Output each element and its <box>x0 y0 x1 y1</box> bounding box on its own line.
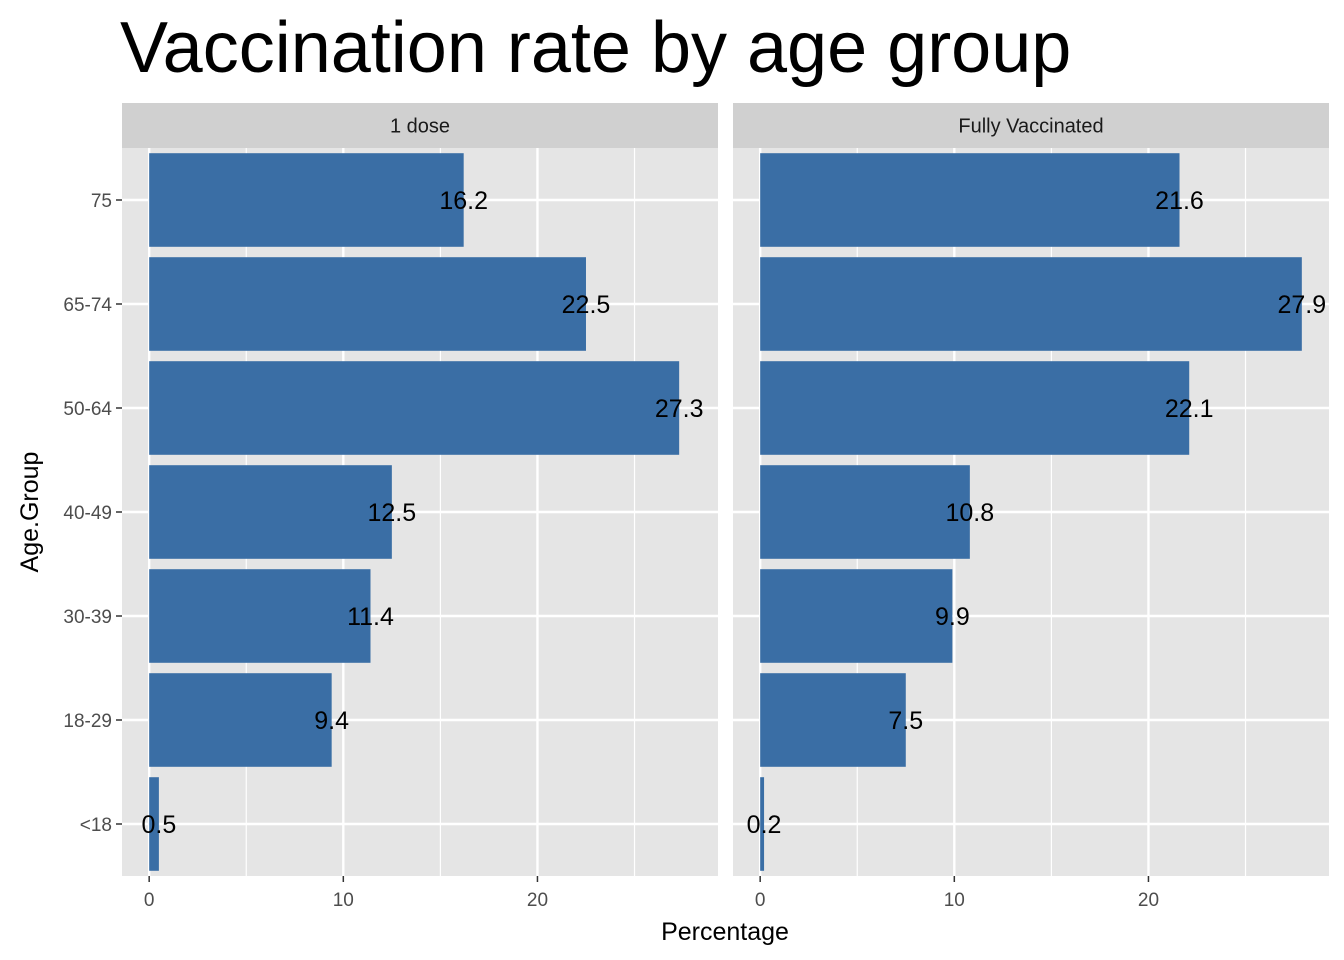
bar <box>760 153 1180 247</box>
bar <box>149 569 371 663</box>
bar <box>149 465 392 559</box>
facet-strip-label: Fully Vaccinated <box>958 116 1103 138</box>
y-tick-label: 18-29 <box>63 711 112 732</box>
y-tick-label: 75 <box>91 191 112 212</box>
data-label: 9.9 <box>935 603 970 631</box>
data-label: 7.5 <box>888 707 923 735</box>
data-label: 22.5 <box>562 291 611 319</box>
data-label: 27.9 <box>1277 291 1326 319</box>
data-label: 0.2 <box>747 811 782 839</box>
bar <box>149 153 464 247</box>
data-label: 16.2 <box>439 187 488 215</box>
bar <box>149 777 159 871</box>
data-label: 21.6 <box>1155 187 1204 215</box>
data-label: 27.3 <box>655 395 704 423</box>
y-tick-label: 65-74 <box>63 295 112 316</box>
data-label: 12.5 <box>368 499 417 527</box>
x-tick-label: 10 <box>944 890 965 911</box>
bar <box>149 673 332 767</box>
y-tick-label: <18 <box>80 815 112 836</box>
bar <box>149 257 586 351</box>
bar <box>149 361 680 455</box>
bar <box>760 673 906 767</box>
data-label: 0.5 <box>142 811 177 839</box>
x-tick-label: 20 <box>1138 890 1159 911</box>
x-tick-label: 20 <box>527 890 548 911</box>
x-tick-label: 0 <box>144 890 155 911</box>
bar <box>760 569 953 663</box>
data-label: 11.4 <box>347 603 394 631</box>
y-tick-label: 40-49 <box>63 503 112 524</box>
x-tick-label: 0 <box>755 890 766 911</box>
facet-strip-label: 1 dose <box>390 116 450 138</box>
data-label: 22.1 <box>1165 395 1214 423</box>
y-axis: <18 18-29 30-39 40-49 50-64 65-74 75 <box>63 191 122 836</box>
x-axis-title: Percentage <box>661 918 789 946</box>
chart-title: Vaccination rate by age group <box>120 8 1071 88</box>
bar <box>760 777 765 871</box>
data-label: 10.8 <box>946 499 995 527</box>
y-tick-label: 50-64 <box>63 399 112 420</box>
facet-strip <box>733 103 1329 148</box>
y-tick-label: 30-39 <box>63 607 112 628</box>
facet-panel: 1 dose 0.5 9.4 11.4 12.5 27.3 22.5 16.2 0 10 20 <box>122 103 718 911</box>
facet-strip <box>122 103 718 148</box>
data-label: 9.4 <box>314 707 349 735</box>
y-axis-title: Age.Group <box>16 452 44 573</box>
bar <box>760 257 1302 351</box>
bar <box>760 465 970 559</box>
x-tick-label: 10 <box>333 890 354 911</box>
facet-panel: Fully Vaccinated 0.2 7.5 9.9 10.8 22.1 27.9 21.… <box>733 103 1329 911</box>
bar <box>760 361 1190 455</box>
